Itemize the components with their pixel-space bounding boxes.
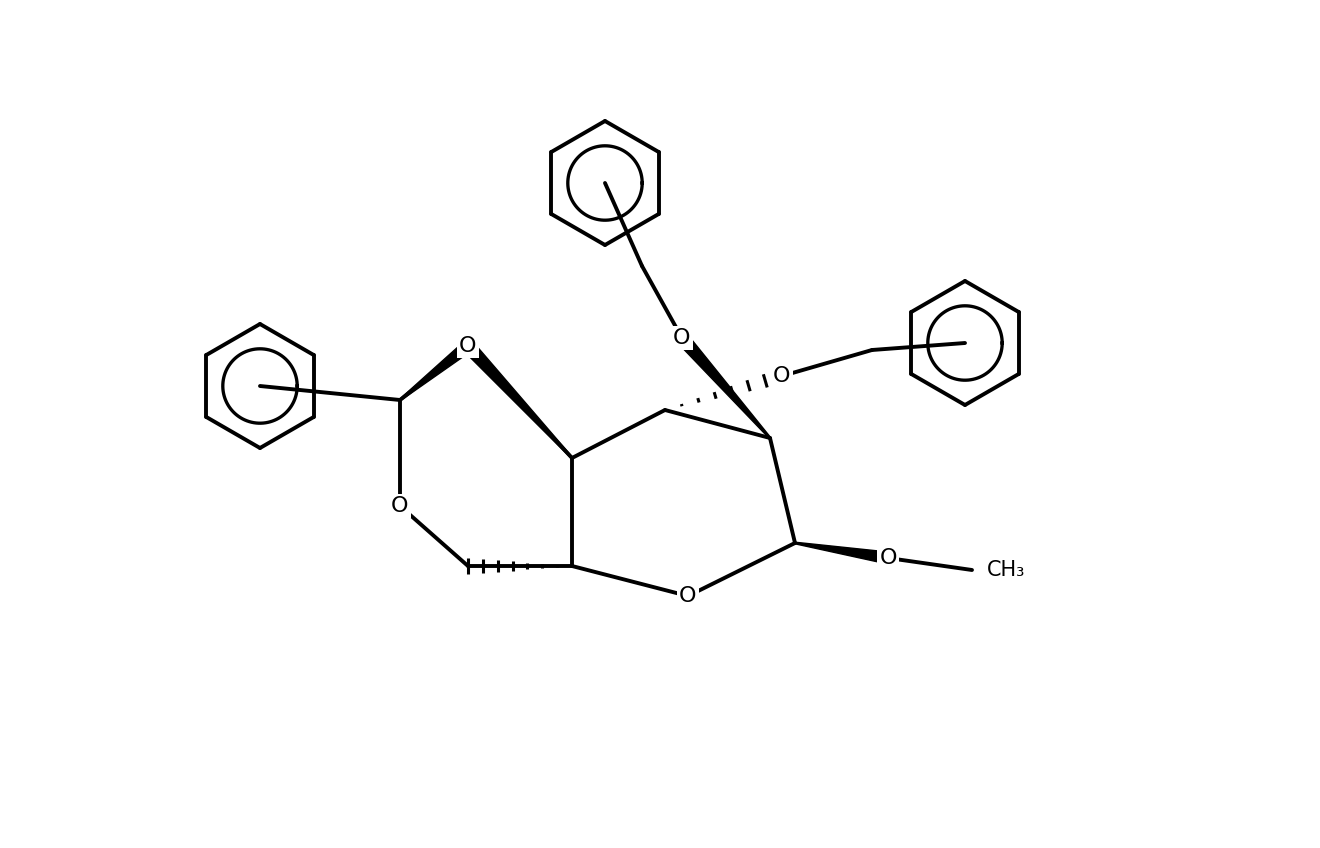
Polygon shape (677, 334, 771, 438)
Polygon shape (463, 342, 573, 459)
Text: O: O (879, 548, 896, 568)
Polygon shape (400, 341, 471, 400)
Text: O: O (459, 336, 477, 356)
Text: O: O (673, 328, 690, 348)
Text: O: O (391, 496, 409, 516)
Polygon shape (795, 542, 888, 564)
Text: CH₃: CH₃ (987, 560, 1026, 580)
Text: O: O (680, 586, 697, 606)
Text: O: O (774, 366, 791, 386)
